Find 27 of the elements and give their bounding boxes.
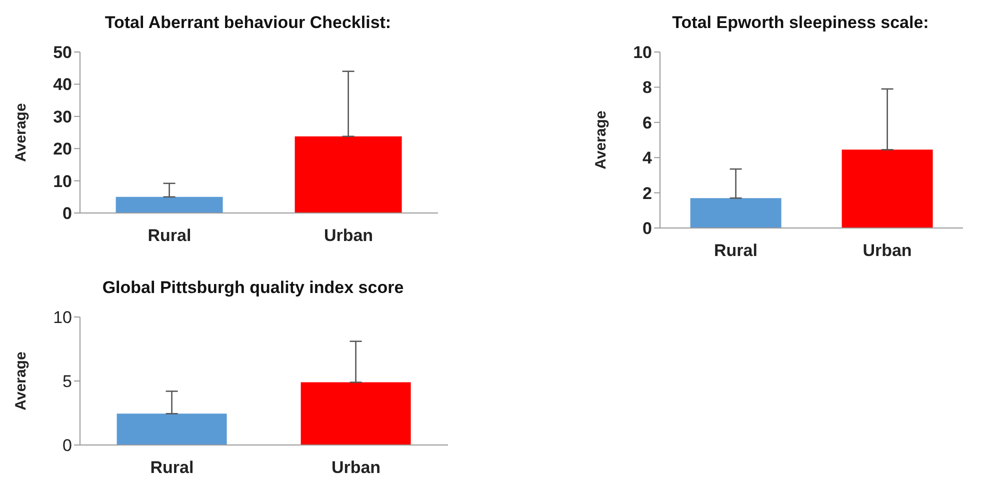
chart-title: Total Epworth sleepiness scale: <box>671 12 930 34</box>
y-tick-label: 4 <box>642 148 653 168</box>
y-tick-label: 20 <box>53 140 72 159</box>
x-tick-label: Urban <box>862 241 912 260</box>
y-tick-label: 0 <box>642 219 652 238</box>
y-axis-title: Average <box>592 110 610 170</box>
x-tick-label: Rural <box>714 241 758 260</box>
y-tick-label: 5 <box>62 372 72 392</box>
chart-title: Global Pittsburgh quality index score <box>101 277 405 299</box>
y-tick-label: 50 <box>53 43 72 62</box>
x-tick-label: Urban <box>331 458 381 478</box>
y-tick-label: 30 <box>53 107 72 126</box>
y-tick-label: 6 <box>642 113 652 132</box>
y-tick-label: 40 <box>53 75 72 94</box>
y-axis-title: Average <box>12 352 30 410</box>
x-tick-label: Rural <box>148 226 192 246</box>
y-tick-label: 2 <box>642 184 652 203</box>
y-tick-label: 10 <box>53 172 72 191</box>
chart-title: Total Aberrant behaviour Checklist: <box>104 12 392 34</box>
x-tick-label: Rural <box>150 458 194 478</box>
y-tick-label: 10 <box>633 43 652 62</box>
y-tick-label: 10 <box>53 308 72 328</box>
y-tick-label: 0 <box>62 436 72 456</box>
y-axis-title: Average <box>12 103 30 162</box>
y-tick-label: 0 <box>62 204 72 224</box>
x-tick-label: Urban <box>324 226 374 246</box>
y-tick-label: 8 <box>642 78 652 98</box>
